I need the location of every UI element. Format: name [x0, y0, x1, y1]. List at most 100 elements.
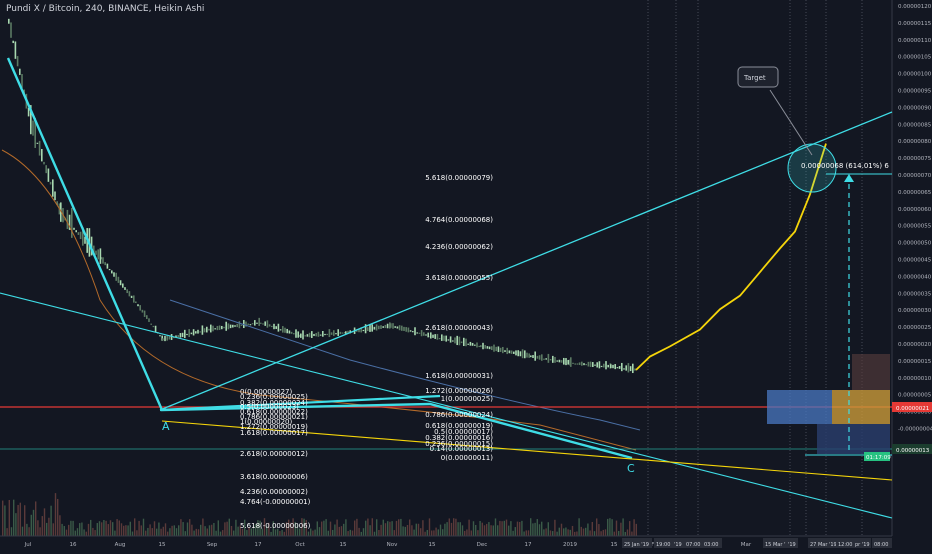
volume-bar: [376, 519, 378, 536]
x-time-badge: [654, 538, 672, 548]
candle: [90, 236, 93, 256]
x-tick-label: 15: [340, 542, 347, 548]
candle: [170, 334, 173, 341]
fib-level-lower-label: 0.618(0.00000022): [240, 408, 308, 416]
volume-bar: [519, 521, 521, 536]
candle: [632, 363, 634, 374]
volume-bar: [208, 525, 211, 536]
candle: [82, 227, 84, 246]
candle: [201, 325, 204, 335]
volume-bar: [439, 524, 442, 536]
volume-bar: [585, 527, 587, 536]
volume-bar: [569, 529, 571, 536]
zone-box-blue: [767, 390, 832, 424]
volume-bar: [488, 522, 490, 536]
candle: [277, 323, 280, 332]
candle: [384, 324, 387, 329]
volume-bar: [505, 519, 508, 536]
candle: [420, 330, 423, 337]
candle: [319, 334, 322, 336]
candle: [394, 326, 396, 328]
volume-bar: [448, 518, 450, 536]
candle: [530, 355, 532, 358]
volume-bar: [204, 526, 206, 536]
candle: [206, 326, 208, 333]
fib-level-lower-label: 4.764(-0.00000001): [240, 498, 311, 506]
candle: [576, 363, 579, 365]
candle: [249, 324, 252, 326]
volume-bar: [457, 522, 459, 536]
candle: [603, 363, 605, 368]
volume-bar: [61, 523, 63, 536]
candle: [583, 363, 585, 366]
candle: [634, 368, 636, 371]
volume-bar: [200, 524, 202, 536]
volume-bar: [288, 519, 290, 536]
candle: [493, 344, 495, 352]
y-tick-label: 0.00000110: [898, 38, 932, 44]
candle: [218, 325, 221, 330]
candle: [243, 320, 245, 329]
volume-bar: [545, 528, 547, 536]
candle: [570, 357, 572, 367]
volume-bar: [360, 531, 362, 536]
volume-bar: [285, 522, 288, 536]
candle: [618, 366, 621, 369]
candle: [373, 326, 376, 330]
candle: [227, 323, 230, 330]
fib-level-upper-label: 0.14(0.00000013): [430, 445, 494, 453]
candle: [43, 161, 45, 165]
fib-level-upper-label: 0(0.00000011): [441, 454, 493, 462]
volume-bar: [402, 526, 404, 536]
candle: [425, 334, 427, 336]
volume-bar: [527, 530, 530, 536]
volume-bar: [391, 521, 393, 536]
candle: [199, 331, 201, 333]
x-tick-label: 16: [70, 542, 77, 548]
candle: [181, 332, 184, 338]
x-time-badge-label: pr '19: [855, 542, 870, 548]
volume-bar: [252, 525, 255, 536]
candle: [467, 343, 469, 345]
candle: [47, 168, 50, 182]
volume-bar: [521, 520, 523, 536]
volume-bar: [222, 530, 224, 536]
volume-bar: [343, 523, 345, 536]
trendline-ascending: [159, 111, 893, 411]
volume-bar: [57, 498, 59, 536]
fib-level-lower-label: 0.236(0.00000025): [240, 393, 308, 401]
volume-bar: [312, 530, 314, 536]
candle: [452, 340, 454, 342]
fib-level-upper-label: 1.618(0.00000031): [425, 372, 493, 380]
candle: [504, 350, 506, 352]
volume-bar: [532, 523, 534, 536]
x-time-badge-label: '19: [674, 542, 682, 548]
volume-bar: [15, 513, 17, 536]
candle: [54, 191, 56, 201]
countdown-badge: [864, 452, 890, 461]
candle: [152, 325, 155, 328]
volume-bar: [162, 526, 164, 536]
volume-bar: [112, 522, 114, 536]
y-tick-label: 0.00000095: [898, 89, 932, 95]
candle: [302, 330, 304, 340]
candle: [445, 335, 447, 342]
volume-bar: [195, 528, 197, 536]
volume-bar: [169, 528, 171, 536]
volume-bar: [404, 526, 406, 536]
volume-bar: [571, 525, 574, 536]
volume-bar: [83, 529, 85, 536]
candle: [137, 304, 139, 307]
candle: [108, 268, 111, 271]
candle: [268, 324, 271, 327]
x-time-badge: [808, 538, 838, 548]
candle: [436, 333, 439, 340]
volume-bar: [63, 525, 65, 536]
candle: [378, 325, 380, 330]
volume-bar: [499, 520, 501, 536]
point-c-label: C: [627, 462, 635, 475]
candle: [627, 363, 630, 373]
candle: [592, 362, 594, 367]
